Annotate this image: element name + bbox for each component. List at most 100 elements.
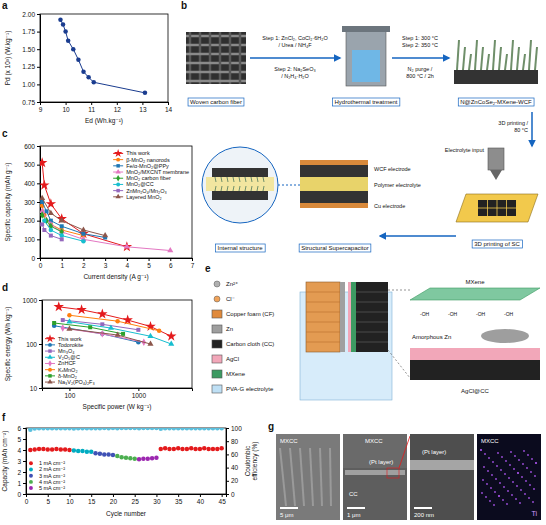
marker <box>121 332 125 336</box>
eds-dot <box>501 456 503 458</box>
foam-line <box>306 322 340 323</box>
marker <box>81 239 86 244</box>
axis-title: Specific capacity (mAh g⁻¹) <box>4 163 12 242</box>
marker <box>150 456 155 461</box>
marker <box>150 428 155 430</box>
zoom-label: MXene <box>465 279 485 285</box>
tick-mark <box>37 146 40 147</box>
marker <box>60 237 64 241</box>
tick-mark <box>39 388 42 389</box>
legend-swatch <box>212 385 222 393</box>
marker <box>115 319 120 324</box>
nanowire <box>263 177 264 182</box>
tick-mark <box>168 102 169 105</box>
tick-label: 1000 <box>23 297 38 304</box>
legend-marker <box>48 343 52 347</box>
legend-marker <box>29 461 33 465</box>
eds-dot <box>512 481 514 483</box>
woven-carbon-fiber <box>186 32 246 84</box>
eds-dot <box>528 497 530 499</box>
substrate <box>454 70 538 84</box>
carbon-cloth <box>356 282 388 352</box>
tick-mark <box>37 183 40 184</box>
legend-marker <box>47 379 52 384</box>
marker <box>76 304 86 314</box>
zoom-label: Amorphous Zn <box>412 334 451 340</box>
eds-dot <box>534 475 536 477</box>
weave <box>186 62 246 65</box>
marker <box>141 457 146 462</box>
eds-dot <box>531 458 533 460</box>
nozzle-tip <box>490 170 502 180</box>
legend-marker <box>29 486 33 490</box>
tick: 100 <box>24 236 40 243</box>
tick: 13 <box>139 102 147 113</box>
tick: 5 <box>17 436 26 443</box>
electrolyte-layer <box>300 177 368 191</box>
legend-marker <box>46 334 54 342</box>
marker <box>85 449 90 454</box>
axis: 0.751.001.251.501.752.00 <box>22 11 40 106</box>
marker <box>180 447 185 452</box>
series-line <box>42 163 127 247</box>
tick-label: 1000 <box>132 392 147 399</box>
tick-mark <box>170 258 171 261</box>
nanowire <box>221 177 222 182</box>
marker <box>32 447 37 452</box>
eds-dot <box>486 483 488 485</box>
cloth-line <box>356 312 388 313</box>
tick-mark <box>127 258 128 261</box>
nanowire <box>505 54 507 70</box>
legend-label: Copper foam (CF) <box>226 311 274 317</box>
eds-dot <box>515 498 517 500</box>
agcl-band <box>410 348 540 360</box>
eds-dot <box>519 502 521 504</box>
marker <box>41 447 46 452</box>
tick-label: 40 <box>231 464 239 471</box>
marker <box>41 428 46 431</box>
marker <box>49 234 53 238</box>
legend-marker <box>29 474 33 478</box>
chart: 0510152025303540450123456020406080100Cyc… <box>1 425 259 518</box>
wcf-layer <box>212 191 268 200</box>
tick-mark <box>200 494 201 497</box>
marker <box>211 447 216 452</box>
tick-label: 9 <box>39 106 43 113</box>
eds-dot <box>521 476 523 478</box>
tick-mark <box>226 468 229 469</box>
marker <box>45 447 50 452</box>
nanowire <box>221 186 222 191</box>
tick-label: 20 <box>231 477 239 484</box>
legend-label: Layered MnO₂ <box>126 194 161 200</box>
fiber <box>330 448 331 506</box>
tick: 80 <box>226 438 239 445</box>
tick: 7 <box>191 258 195 269</box>
marker <box>168 340 174 345</box>
legend-label: Fe/α-MnO₂@PPy <box>126 163 169 169</box>
marker <box>67 448 72 453</box>
marker <box>32 428 37 431</box>
marker <box>206 428 211 430</box>
tick-label: 1 <box>60 262 64 269</box>
marker <box>97 309 107 319</box>
marker <box>128 428 133 430</box>
tick: 4 <box>126 258 130 269</box>
solution <box>352 50 380 82</box>
series-line <box>42 211 170 250</box>
tick-mark <box>91 494 92 497</box>
cu-layer <box>300 160 368 165</box>
eds-dot <box>483 466 485 468</box>
eds-dot <box>503 486 505 488</box>
tick: 40 <box>226 464 239 471</box>
scale-bar <box>347 507 365 509</box>
legend-marker <box>48 374 51 377</box>
tick-mark <box>83 258 84 261</box>
connector <box>278 185 300 186</box>
tick-mark <box>226 428 229 429</box>
eds-dot <box>525 480 527 482</box>
marker <box>37 447 42 452</box>
autoclave-lid <box>342 26 390 32</box>
marker <box>40 195 45 200</box>
eds-dot <box>482 479 484 481</box>
legend-marker <box>116 158 120 162</box>
